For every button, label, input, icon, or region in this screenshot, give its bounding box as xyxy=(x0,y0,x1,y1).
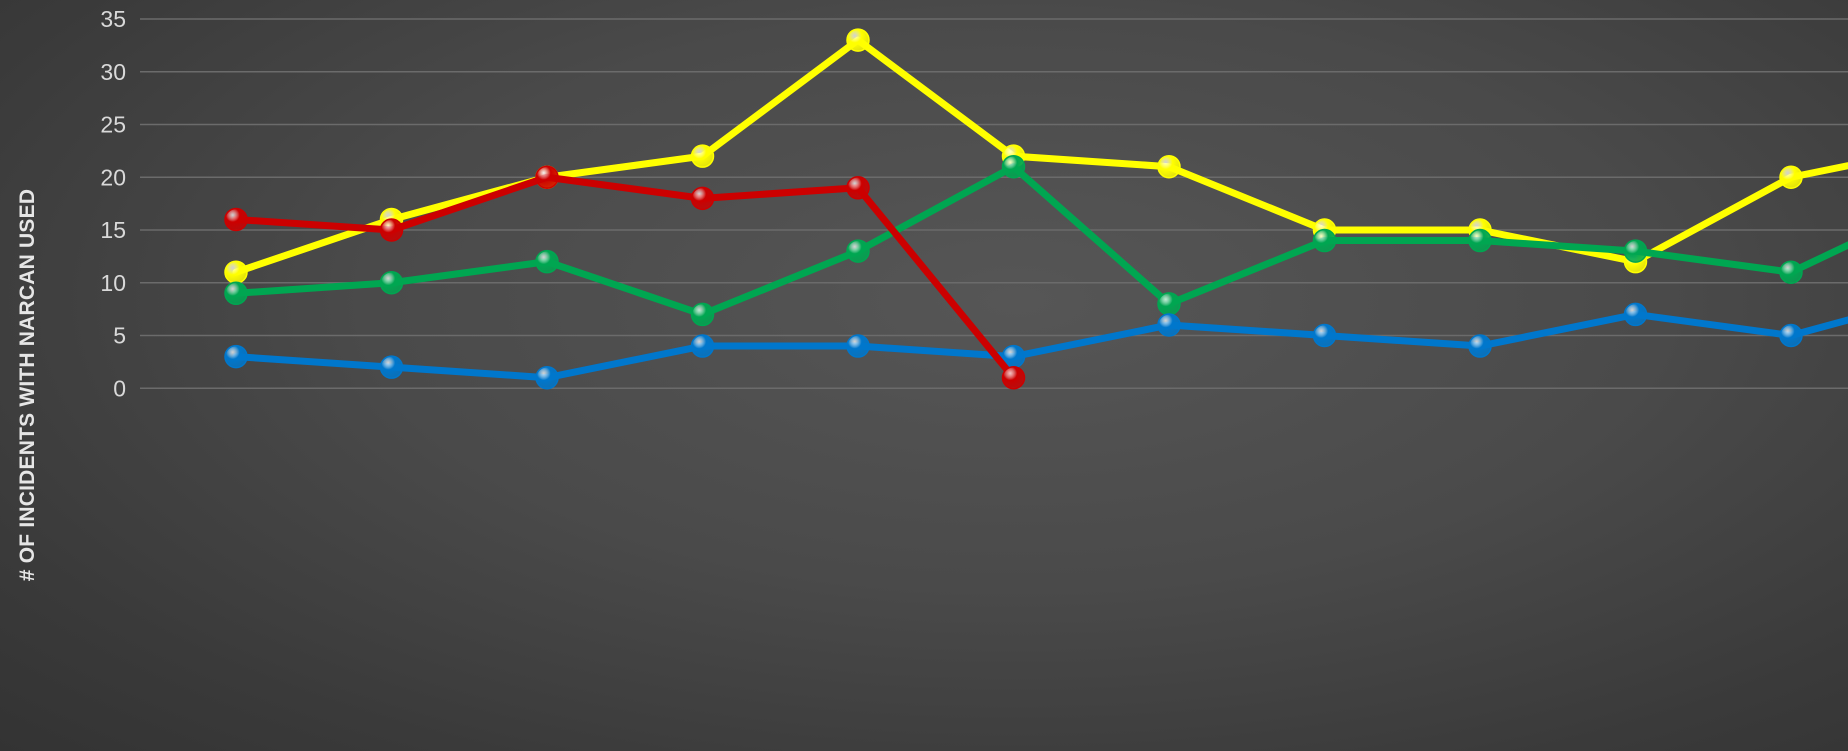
data-point xyxy=(535,165,559,189)
data-point xyxy=(1157,292,1181,316)
data-point xyxy=(1157,313,1181,337)
y-tick-label: 35 xyxy=(100,6,126,32)
data-point xyxy=(1779,260,1803,284)
gridlines xyxy=(140,18,1848,389)
data-point xyxy=(224,207,248,232)
data-point xyxy=(1779,165,1803,189)
series-lines xyxy=(224,28,1848,390)
data-point xyxy=(1001,365,1026,390)
data-point xyxy=(379,271,404,295)
data-point xyxy=(1468,228,1492,253)
data-point xyxy=(1157,154,1181,179)
data-point xyxy=(690,144,715,168)
data-point xyxy=(1001,154,1026,179)
y-tick-label: 10 xyxy=(100,270,126,296)
series-line xyxy=(232,310,1848,382)
y-tick-labels: 0 5 10 15 20 25 30 35 xyxy=(100,6,126,401)
data-point xyxy=(690,334,715,358)
series-4 xyxy=(224,165,1026,390)
series-line xyxy=(232,173,1017,382)
data-point xyxy=(846,334,870,358)
data-point xyxy=(1312,228,1337,253)
series-line xyxy=(232,36,1848,276)
y-tick-label: 15 xyxy=(100,217,126,243)
data-point xyxy=(1623,239,1648,263)
data-point xyxy=(1623,302,1648,327)
data-point xyxy=(224,260,248,284)
data-point xyxy=(846,176,870,200)
data-point xyxy=(846,28,870,52)
data-point xyxy=(846,239,870,263)
data-point xyxy=(1779,323,1803,348)
data-point xyxy=(1312,323,1337,348)
series-line xyxy=(232,163,1848,318)
data-point xyxy=(535,249,559,274)
y-tick-label: 20 xyxy=(100,164,126,190)
y-tick-label: 0 xyxy=(113,375,126,401)
series-1 xyxy=(224,28,1848,284)
y-tick-label: 5 xyxy=(113,323,126,349)
y-tick-label: 25 xyxy=(100,112,126,138)
data-point xyxy=(1468,334,1492,358)
data-point xyxy=(690,186,715,211)
y-tick-label: 30 xyxy=(100,59,126,85)
data-point xyxy=(379,355,404,379)
data-point xyxy=(690,302,715,327)
data-point xyxy=(224,281,248,306)
data-point xyxy=(379,218,404,242)
data-point xyxy=(535,365,559,390)
data-point xyxy=(224,344,248,369)
series-2 xyxy=(224,154,1848,327)
